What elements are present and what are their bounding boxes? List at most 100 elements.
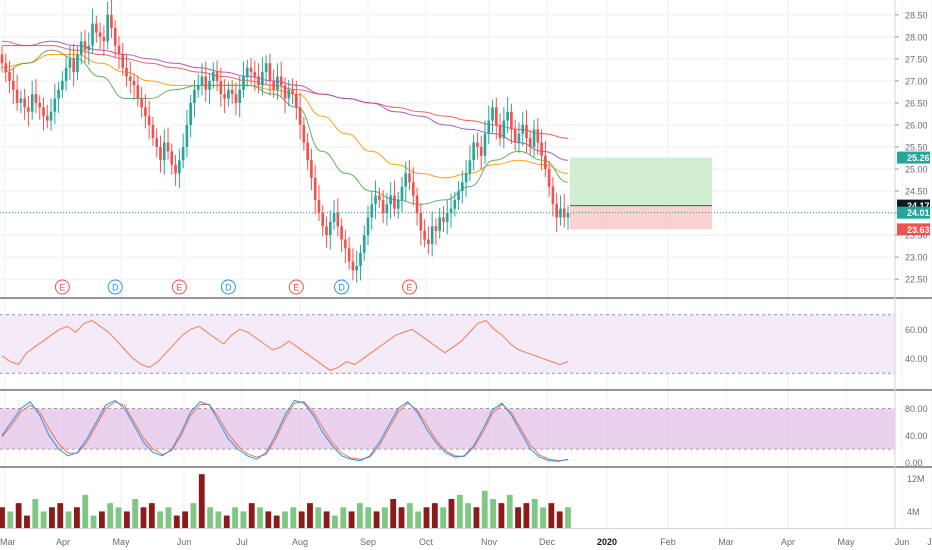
volume-bar-43 bbox=[356, 503, 363, 528]
candle-body-40 bbox=[151, 124, 155, 139]
candle-body-131 bbox=[494, 107, 498, 125]
candle-body-44 bbox=[166, 142, 170, 152]
time-label-0: Mar bbox=[0, 537, 16, 547]
time-axis: Mar Apr May Jun Jul Aug Sep Oct Nov Dec 2020 Feb Mar… bbox=[0, 537, 932, 547]
price-label-text-3: 23.63 bbox=[907, 225, 930, 235]
moving-average-3 bbox=[1, 49, 569, 205]
candle-body-92 bbox=[347, 248, 351, 262]
volume-bar-21 bbox=[173, 515, 180, 528]
candle-body-119 bbox=[449, 208, 453, 214]
event-label-4: E bbox=[293, 283, 299, 293]
candle-body-2 bbox=[8, 72, 11, 81]
rsi-line bbox=[1, 319, 569, 371]
stoch-tick-label-0: 0.00 bbox=[905, 458, 923, 468]
candle-body-1 bbox=[4, 63, 8, 73]
candle-body-126 bbox=[476, 142, 479, 147]
candle-body-83 bbox=[313, 177, 317, 200]
candle-body-15 bbox=[57, 89, 60, 99]
volume-bar-26 bbox=[215, 511, 222, 528]
candle-body-39 bbox=[147, 116, 151, 125]
candle-body-31 bbox=[117, 45, 121, 55]
moving-averages bbox=[1, 40, 569, 205]
volume-bar-58 bbox=[481, 490, 488, 528]
volume-bar-51 bbox=[423, 507, 430, 528]
volume-bar-0 bbox=[0, 507, 5, 528]
profit-zone bbox=[570, 157, 712, 206]
time-label-7: Oct bbox=[419, 537, 434, 547]
event-label-2: E bbox=[176, 283, 182, 293]
candle-body-22 bbox=[83, 41, 87, 51]
price-tick-label-6: 25.50 bbox=[905, 143, 928, 153]
time-label-11: Feb bbox=[660, 537, 676, 547]
candle-body-82 bbox=[310, 160, 313, 178]
candle-body-97 bbox=[366, 217, 370, 236]
volume-bar-17 bbox=[140, 507, 147, 528]
candle-body-106 bbox=[400, 186, 404, 200]
stoch-k-line bbox=[1, 399, 569, 462]
candle-body-64 bbox=[242, 76, 245, 90]
candle-body-42 bbox=[159, 147, 162, 161]
event-label-0: E bbox=[59, 283, 65, 293]
volume-bar-27 bbox=[223, 515, 230, 528]
time-label-15: Jun bbox=[895, 537, 910, 547]
candle-body-76 bbox=[287, 89, 291, 99]
volume-bar-68 bbox=[565, 507, 571, 528]
volume-bar-66 bbox=[548, 503, 555, 528]
volume-bar-15 bbox=[123, 511, 130, 528]
candle-body-80 bbox=[302, 124, 306, 143]
volume-bar-5 bbox=[40, 511, 47, 528]
candle-body-34 bbox=[128, 76, 132, 81]
candle-body-32 bbox=[121, 54, 125, 68]
candle-body-124 bbox=[468, 160, 472, 174]
candle-body-132 bbox=[498, 124, 502, 139]
candle-body-8 bbox=[30, 94, 34, 112]
candle-body-43 bbox=[162, 142, 166, 161]
candle-body-13 bbox=[49, 111, 53, 121]
time-label-1: Apr bbox=[56, 537, 70, 547]
volume-bar-24 bbox=[198, 474, 205, 528]
time-label-4: Jul bbox=[236, 537, 248, 547]
volume-tick-label-1: 12M bbox=[907, 474, 925, 484]
price-tick-label-0: 22.50 bbox=[905, 275, 928, 285]
volume-bar-42 bbox=[348, 511, 355, 528]
volume-bar-48 bbox=[398, 507, 405, 528]
pane-dividers[interactable] bbox=[0, 297, 932, 529]
rsi-tick-label-0: 40.00 bbox=[905, 354, 928, 364]
candle-body-62 bbox=[234, 94, 238, 103]
candle-body-28 bbox=[106, 14, 109, 42]
candle-body-63 bbox=[238, 89, 242, 103]
stoch-tick-label-2: 80.00 bbox=[905, 404, 928, 414]
candle-body-117 bbox=[442, 217, 445, 222]
volume-bar-1 bbox=[7, 511, 14, 528]
candle-body-18 bbox=[68, 58, 72, 68]
candle-body-53 bbox=[200, 76, 204, 86]
candle-body-65 bbox=[245, 67, 249, 77]
price-tick-label-11: 28.00 bbox=[905, 32, 928, 42]
volume-bar-55 bbox=[456, 494, 463, 528]
candle-body-121 bbox=[457, 191, 460, 200]
candle-body-135 bbox=[510, 111, 513, 130]
candle-body-36 bbox=[136, 85, 140, 99]
volume-bar-25 bbox=[207, 507, 214, 528]
candle-body-14 bbox=[53, 98, 57, 112]
candle-body-51 bbox=[193, 89, 196, 103]
candle-body-107 bbox=[404, 173, 408, 187]
time-label-10: 2020 bbox=[597, 537, 617, 547]
volume-bar-62 bbox=[515, 507, 521, 528]
volume-bar-20 bbox=[165, 507, 172, 528]
candle-body-55 bbox=[208, 80, 211, 90]
candle-body-136 bbox=[513, 129, 517, 143]
candle-body-20 bbox=[76, 54, 79, 73]
volume-bar-18 bbox=[148, 503, 155, 528]
volume-bar-59 bbox=[490, 499, 497, 528]
candle-body-129 bbox=[487, 120, 491, 134]
volume-tick-label-0: 4M bbox=[907, 507, 920, 517]
volume-bar-49 bbox=[406, 503, 413, 528]
candle-body-116 bbox=[438, 217, 442, 231]
price-tick-label-1: 23.00 bbox=[905, 253, 928, 263]
price-axis: 22.5023.0023.5024.0024.5025.0025.5026.00… bbox=[894, 0, 930, 528]
candle-body-86 bbox=[325, 226, 328, 236]
candle-body-21 bbox=[79, 41, 83, 55]
